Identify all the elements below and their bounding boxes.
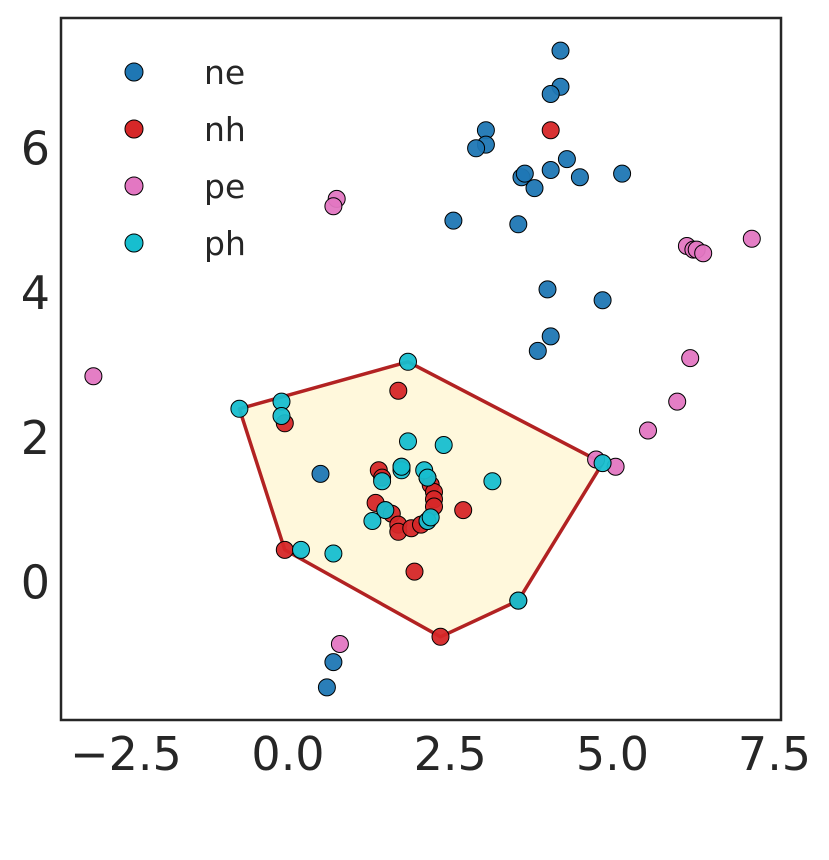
x-tick-label: 5.0: [576, 727, 649, 781]
point-ne: [538, 280, 557, 299]
legend-item-nh: nh: [124, 110, 246, 149]
legend-item-ne: ne: [124, 53, 245, 92]
point-ph: [418, 468, 437, 487]
legend-label: ph: [204, 224, 246, 263]
plot-frame: [59, 16, 783, 722]
point-ne: [311, 464, 330, 483]
legend-label: nh: [204, 110, 246, 149]
series-ne: [311, 41, 632, 697]
series-ph: [230, 352, 612, 610]
point-ne: [551, 41, 570, 60]
convex-hull-polygon: [237, 360, 605, 639]
point-pe: [330, 635, 349, 653]
point-ne: [541, 161, 560, 179]
point-ph: [363, 512, 382, 530]
legend-label: ne: [204, 53, 245, 92]
point-ph: [434, 436, 453, 454]
point-pe: [84, 367, 103, 386]
point-ph: [230, 399, 249, 418]
point-ne: [317, 678, 336, 697]
legend-marker: [124, 62, 144, 82]
y-tick-label: 0: [21, 556, 50, 610]
point-ne: [570, 168, 589, 187]
point-pe: [668, 392, 687, 411]
x-tick-label: 2.5: [414, 727, 487, 781]
legend-marker: [124, 176, 144, 196]
point-ph: [399, 352, 417, 371]
point-ph: [421, 508, 440, 527]
legend-marker: [124, 119, 144, 139]
point-ne: [593, 291, 612, 310]
point-ne: [557, 150, 576, 169]
point-ne: [541, 85, 560, 103]
legend-item-pe: pe: [124, 167, 245, 206]
point-nh: [431, 627, 450, 646]
point-pe: [639, 421, 657, 440]
x-tick-label: 7.5: [738, 727, 811, 781]
point-ph: [509, 591, 528, 610]
point-ne: [324, 653, 343, 672]
point-nh: [275, 540, 294, 559]
hull-layer: [237, 360, 605, 639]
point-ph: [324, 544, 343, 563]
series-pe: [84, 189, 761, 653]
point-ph: [483, 472, 502, 491]
point-ph: [373, 472, 392, 491]
point-pe: [681, 349, 700, 368]
point-ph: [392, 457, 411, 476]
point-ne: [613, 164, 632, 183]
point-ne: [515, 164, 534, 183]
point-pe: [742, 229, 761, 248]
x-tick-label: 0.0: [251, 727, 324, 781]
point-ne: [525, 179, 544, 198]
legend-label: pe: [204, 167, 245, 206]
axis-ticks: −2.5 0.0 2.5 5.0 7.5 0 2 4 6: [21, 121, 811, 781]
point-ph: [399, 432, 417, 451]
point-ne: [528, 341, 547, 360]
point-nh: [541, 121, 560, 140]
point-nh: [454, 501, 473, 520]
points-layer: [84, 41, 761, 697]
point-nh: [405, 562, 424, 581]
point-ne: [541, 327, 560, 346]
point-ne: [444, 211, 463, 230]
point-ph: [292, 540, 310, 559]
point-pe: [324, 197, 343, 216]
y-tick-label: 4: [21, 266, 50, 320]
point-nh: [389, 381, 408, 400]
point-ne: [467, 139, 486, 158]
point-ne: [509, 215, 528, 234]
point-ph: [272, 407, 291, 425]
y-tick-label: 6: [21, 121, 50, 175]
legend: ne nh pe ph: [124, 53, 246, 263]
point-ph: [593, 454, 612, 473]
x-tick-label: −2.5: [70, 727, 182, 781]
point-pe: [694, 244, 713, 263]
y-tick-label: 2: [21, 411, 50, 465]
legend-item-ph: ph: [124, 224, 246, 263]
legend-marker: [124, 233, 144, 253]
point-ph: [376, 501, 395, 520]
